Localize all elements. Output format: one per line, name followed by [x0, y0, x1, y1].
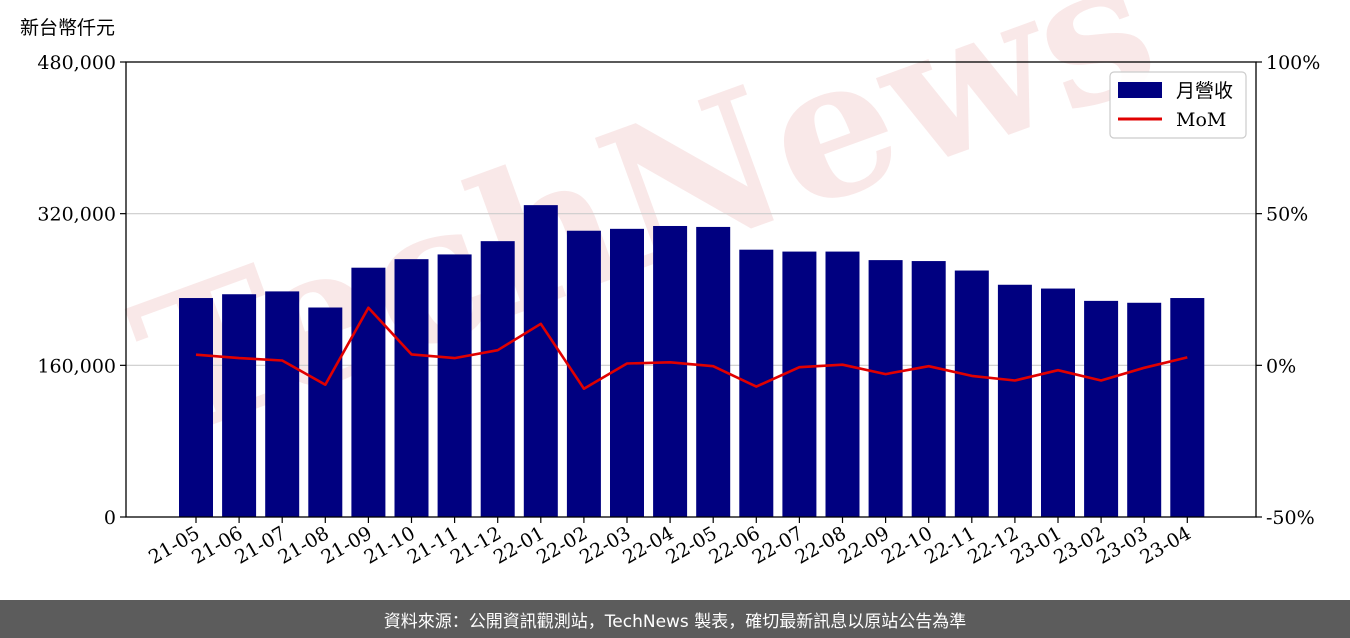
y-right-tick-label: 100%	[1266, 52, 1320, 74]
revenue-bar	[523, 205, 558, 517]
revenue-bar	[179, 298, 213, 517]
revenue-bar	[1170, 298, 1205, 517]
revenue-bar	[1041, 288, 1075, 517]
y-right-tick-label: -50%	[1266, 507, 1315, 529]
revenue-chart: TechNews0160,000320,000480,000-50%0%50%1…	[20, 0, 1320, 569]
chart-area: TechNews 0 160,000 320,000 480,000 -50% 0% 50% 1…	[20, 0, 1320, 569]
y-right-tick-label: 0%	[1266, 355, 1296, 377]
revenue-bar	[997, 284, 1032, 517]
source-text: 資料來源：公開資訊觀測站，TechNews 製表，確切最新訊息以原站公告為準	[383, 611, 967, 632]
revenue-bar	[610, 228, 644, 518]
revenue-bar	[566, 230, 601, 517]
y-left-tick-label: 0	[104, 507, 116, 529]
revenue-bar	[265, 291, 300, 517]
revenue-bar	[222, 294, 257, 517]
legend-swatch-bar	[1118, 82, 1162, 98]
source-footer: 資料來源：公開資訊觀測站，TechNews 製表，確切最新訊息以原站公告為準	[0, 600, 1350, 638]
revenue-bar	[868, 260, 903, 517]
mom-line	[195, 306, 1188, 391]
revenue-bar	[954, 270, 989, 517]
y-right-tick-label: 50%	[1266, 204, 1308, 226]
revenue-bar	[308, 307, 343, 517]
legend-label-revenue: 月營收	[1176, 80, 1233, 102]
revenue-bar	[351, 267, 386, 517]
y-left-tick-label: 320,000	[37, 204, 116, 226]
x-tick-label: 23-04	[1136, 522, 1194, 568]
revenue-bar	[394, 259, 429, 517]
revenue-bar	[1084, 300, 1119, 517]
revenue-bar	[825, 251, 860, 518]
revenue-bar	[782, 251, 817, 518]
y-left-tick-label: 480,000	[37, 52, 116, 74]
legend-label-mom: MoM	[1176, 109, 1226, 131]
revenue-bar	[911, 261, 946, 517]
revenue-bar	[437, 254, 472, 518]
y-left-tick-label: 160,000	[37, 355, 116, 377]
revenue-bar	[653, 225, 688, 518]
plot-frame	[125, 61, 1257, 518]
revenue-bar	[739, 249, 774, 517]
unit-label: 新台幣仟元	[20, 17, 115, 39]
revenue-bar	[480, 241, 515, 517]
revenue-bar	[1127, 302, 1162, 517]
